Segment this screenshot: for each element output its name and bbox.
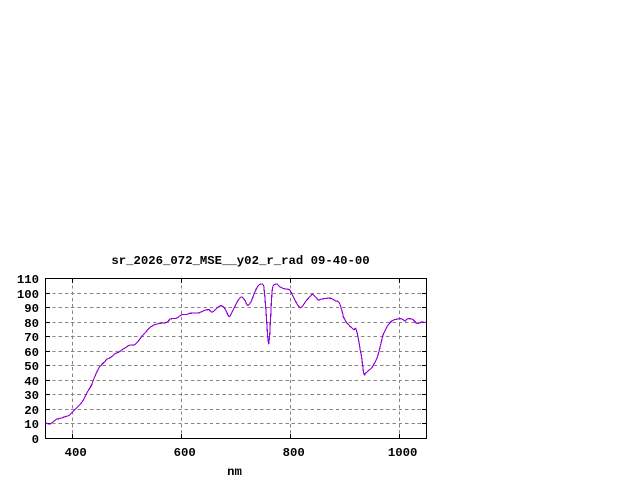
svg-text:10: 10 — [24, 418, 39, 432]
svg-text:20: 20 — [24, 404, 39, 418]
svg-text:50: 50 — [24, 360, 39, 374]
svg-text:100: 100 — [17, 288, 39, 302]
svg-text:600: 600 — [174, 446, 196, 460]
svg-text:90: 90 — [24, 302, 39, 316]
svg-text:70: 70 — [24, 331, 39, 345]
svg-text:0: 0 — [32, 433, 39, 447]
svg-text:110: 110 — [17, 273, 39, 287]
svg-text:1000: 1000 — [388, 446, 418, 460]
svg-text:80: 80 — [24, 317, 39, 331]
svg-text:60: 60 — [24, 346, 39, 360]
svg-text:nm: nm — [227, 465, 242, 479]
svg-text:40: 40 — [24, 375, 39, 389]
svg-text:400: 400 — [65, 446, 87, 460]
svg-text:sr_2026_072_MSE__y02_r_rad 09-: sr_2026_072_MSE__y02_r_rad 09-40-00 — [111, 254, 369, 268]
svg-text:800: 800 — [283, 446, 305, 460]
svg-text:30: 30 — [24, 389, 39, 403]
